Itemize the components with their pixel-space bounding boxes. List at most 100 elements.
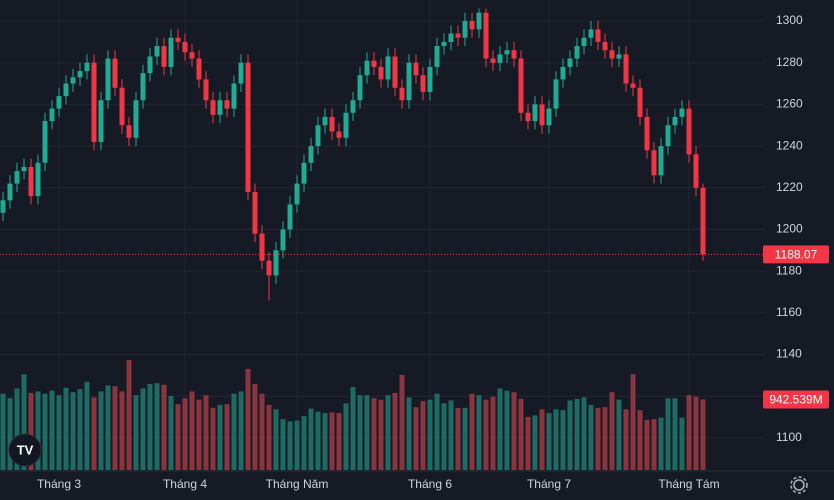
candle-body (112, 58, 118, 88)
volume-bar (700, 399, 706, 470)
volume-bar (469, 393, 475, 470)
candle-body (357, 75, 363, 101)
candle-body (343, 112, 349, 138)
volume-bar (595, 407, 601, 470)
y-tick-label: 1180 (776, 263, 802, 277)
volume-bar (371, 398, 377, 470)
candle-body (427, 66, 433, 92)
volume-bar (378, 399, 384, 470)
candle-body (518, 58, 524, 113)
volume-bar (0, 393, 6, 470)
volume-bar (252, 383, 258, 470)
candle-body (154, 46, 160, 57)
volume-bar (392, 392, 398, 470)
y-tick-label: 1220 (776, 180, 803, 194)
volume-bar (343, 403, 349, 470)
candle-body (497, 54, 503, 63)
volume-bar (273, 409, 279, 470)
x-tick-label: Tháng 6 (408, 477, 452, 491)
volume-bar (77, 389, 83, 470)
volume-bar (602, 407, 608, 470)
candle-body (126, 125, 132, 138)
volume-bar (511, 392, 517, 470)
volume-bar (546, 413, 552, 470)
candle-body (182, 41, 188, 53)
volume-bar (427, 399, 433, 470)
volume-bar (567, 400, 573, 470)
volume-bar (623, 409, 629, 470)
volume-bar (539, 409, 545, 470)
last-price-box (763, 245, 829, 264)
volume-bar (637, 410, 643, 470)
volume-bar (350, 386, 356, 470)
y-tick-label: 1300 (776, 13, 803, 27)
y-tick-label: 1100 (776, 430, 802, 444)
volume-bar (49, 390, 55, 470)
candle-body (84, 62, 90, 72)
volume-bar (658, 417, 664, 470)
candle-body (329, 116, 335, 132)
candle-body (672, 116, 678, 126)
candle-body (105, 58, 111, 101)
volume-bar (287, 421, 293, 470)
candle-body (252, 191, 258, 234)
y-tick-label: 1240 (776, 138, 803, 152)
volume-bar (245, 368, 251, 470)
volume-bar (385, 395, 391, 470)
candle-body (98, 100, 104, 142)
volume-bar (364, 395, 370, 470)
volume-bar (308, 408, 314, 470)
volume-pane (0, 360, 706, 470)
volume-bar (553, 409, 559, 470)
candle-body (644, 116, 650, 151)
candle-body (434, 46, 440, 67)
candle-body (280, 229, 286, 251)
candle-body (21, 166, 27, 172)
volume-bar (462, 407, 468, 470)
volume-bar (420, 401, 426, 470)
volume-bar (588, 404, 594, 470)
volume-bar (280, 419, 286, 470)
last-price-label: 1188.07 (775, 248, 818, 262)
candle-body (651, 150, 657, 176)
candle-body (462, 21, 468, 38)
x-tick-label: Tháng 7 (527, 477, 571, 491)
volume-bar (574, 398, 580, 470)
candle-body (42, 121, 48, 163)
candle-body (238, 62, 244, 84)
candle-body (679, 108, 685, 117)
candle-body (294, 183, 300, 205)
volume-bar (161, 384, 167, 470)
candle-body (63, 83, 69, 97)
volume-bar (56, 395, 62, 470)
candle-body (609, 50, 615, 59)
volume-bar (693, 396, 699, 470)
candle-body (588, 29, 594, 38)
volume-bar (7, 398, 13, 470)
volume-bar (91, 397, 97, 470)
last-volume-label: 942.539M (769, 393, 822, 407)
candle-body (322, 116, 328, 126)
volume-bar (70, 392, 76, 470)
x-tick-label: Tháng Tám (658, 477, 719, 491)
candle-body (210, 100, 216, 115)
volume-bar (231, 393, 237, 470)
candle-body (546, 108, 552, 126)
volume-bar (357, 395, 363, 470)
candle-body (504, 50, 510, 55)
candle-body (511, 50, 517, 59)
volume-bar (448, 400, 454, 470)
candle-body (364, 60, 370, 76)
volume-bar (105, 385, 111, 470)
candle-body (441, 41, 447, 47)
settings-icon[interactable] (790, 476, 808, 494)
volume-bar (560, 410, 566, 470)
candle-body (245, 62, 251, 192)
candle-body (161, 46, 167, 67)
candle-body (168, 37, 174, 67)
volume-bar (224, 404, 230, 470)
y-tick-label: 1280 (776, 55, 803, 69)
volume-bar (154, 383, 160, 470)
volume-bar (581, 397, 587, 470)
